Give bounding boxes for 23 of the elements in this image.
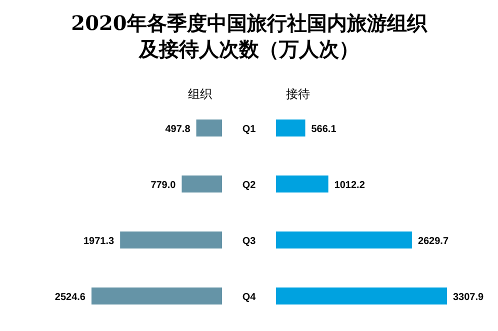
data-label: 2629.7 [418, 236, 449, 247]
bar [276, 288, 447, 304]
data-label: 1012.2 [334, 180, 366, 191]
bar [276, 232, 412, 248]
y-tick-label: Q4 [242, 292, 256, 303]
bar [182, 176, 222, 192]
series-label: 接待 [286, 87, 310, 101]
y-tick-label: Q1 [242, 124, 256, 135]
y-tick-label: Q3 [242, 236, 256, 247]
series-label: 组织 [188, 87, 212, 101]
data-label: 3307.9 [453, 292, 484, 303]
data-label: 779.0 [150, 180, 176, 191]
data-label: 1971.3 [84, 236, 115, 247]
bar [120, 232, 222, 248]
bar [196, 120, 222, 136]
y-tick-label: Q2 [242, 180, 256, 191]
data-label: 566.1 [311, 124, 337, 135]
bar [91, 288, 222, 304]
bar [276, 176, 328, 192]
chart-title: 2020年各季度中国旅行社国内旅游组织及接待人次数（万人次） [71, 11, 428, 61]
data-label: 497.8 [165, 124, 191, 135]
data-label: 2524.6 [54, 292, 86, 303]
bar [276, 120, 306, 136]
